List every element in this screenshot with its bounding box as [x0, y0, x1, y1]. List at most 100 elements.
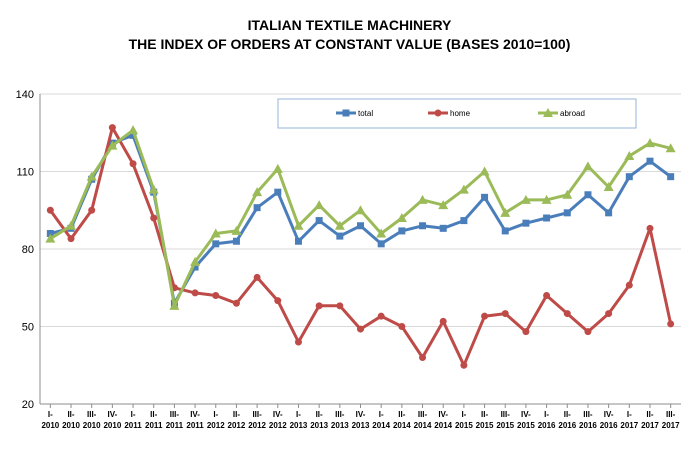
- data-point-abroad: [500, 207, 511, 217]
- data-point-total: [274, 188, 282, 196]
- legend-label: abroad: [560, 109, 585, 118]
- x-tick-label-year: 2014: [434, 421, 452, 430]
- x-tick-label-year: 2015: [455, 421, 473, 430]
- data-point-abroad: [210, 228, 221, 238]
- x-tick-label: III- 2017: [662, 410, 680, 430]
- x-tick-label: III- 2016: [579, 410, 597, 430]
- legend-swatch-marker: [543, 108, 553, 117]
- data-point-abroad: [272, 163, 283, 173]
- data-point-home: [274, 297, 282, 305]
- series: [45, 124, 676, 369]
- data-point-abroad: [541, 194, 552, 204]
- data-point-total: [315, 217, 323, 225]
- x-tick-label-year: 2015: [517, 421, 535, 430]
- x-tick-label: IV- 2013: [352, 410, 370, 430]
- x-tick-label-year: 2015: [476, 421, 494, 430]
- x-tick-label-year: 2017: [662, 421, 680, 430]
- x-tick-label-year: 2016: [558, 421, 576, 430]
- data-point-home: [336, 302, 344, 310]
- x-tick-label-year: 2012: [207, 421, 225, 430]
- data-point-home: [419, 354, 427, 361]
- data-point-abroad: [66, 220, 77, 230]
- x-tick-label: II- 2015: [476, 410, 494, 430]
- data-point-home: [460, 361, 468, 369]
- data-point-total: [543, 214, 551, 222]
- legend-label: home: [450, 109, 471, 118]
- data-point-total: [439, 224, 447, 232]
- x-tick-label-year: 2011: [145, 421, 163, 430]
- data-point-total: [46, 230, 54, 237]
- x-tick-label: IV- 2014: [434, 410, 452, 430]
- x-tick-label: IV- 2015: [517, 410, 535, 430]
- data-point-home: [501, 310, 509, 318]
- data-point-home: [646, 224, 654, 232]
- data-point-abroad: [438, 200, 449, 210]
- data-point-total: [398, 227, 406, 235]
- data-point-home: [625, 281, 633, 289]
- x-tick-label-quarter: IV-: [273, 410, 283, 419]
- data-point-abroad: [417, 194, 428, 204]
- x-tick-label: I- 2016: [538, 410, 556, 430]
- x-tick-label-year: 2016: [538, 421, 556, 430]
- x-tick-label: I- 2013: [290, 410, 308, 430]
- y-tick-label: 20: [22, 399, 34, 411]
- x-tick-label-quarter: IV-: [604, 410, 614, 419]
- x-tick-label: I- 2012: [207, 410, 225, 430]
- data-point-abroad: [86, 171, 97, 181]
- data-point-total: [419, 222, 427, 230]
- data-point-home: [605, 310, 613, 318]
- x-tick-label-quarter: III-: [501, 410, 511, 419]
- data-point-abroad: [148, 184, 159, 194]
- data-point-total: [522, 219, 530, 227]
- x-tick-label-quarter: II-: [646, 410, 653, 419]
- x-tick-label: I- 2014: [372, 410, 390, 430]
- x-tick-label-quarter: III-: [583, 410, 593, 419]
- x-tick-label: I- 2017: [620, 410, 638, 430]
- data-point-home: [253, 273, 261, 281]
- x-tick-label: II- 2016: [558, 410, 576, 430]
- y-tick-label: 80: [22, 244, 34, 256]
- data-point-home: [315, 302, 323, 310]
- x-tick-label: II- 2011: [145, 410, 163, 430]
- axes: 20 50 80 110 140 I- 2010 II- 2010 III- 2010 IV- 2010…: [16, 89, 681, 430]
- data-point-abroad: [293, 220, 304, 230]
- x-tick-label-year: 2014: [393, 421, 411, 430]
- x-tick-label: II- 2017: [641, 410, 659, 430]
- x-tick-label-quarter: I-: [213, 410, 218, 419]
- x-tick-label: II- 2013: [310, 410, 328, 430]
- data-point-total: [129, 131, 137, 139]
- x-tick-label-year: 2013: [290, 421, 308, 430]
- data-point-home: [481, 312, 489, 320]
- data-point-abroad: [520, 194, 531, 204]
- data-point-abroad: [479, 166, 490, 176]
- x-tick-label-year: 2015: [496, 421, 514, 430]
- legend-item-home: home: [428, 109, 471, 118]
- legend: total home abroad: [277, 98, 637, 129]
- data-point-home: [439, 317, 447, 325]
- x-tick-label-quarter: I-: [461, 410, 466, 419]
- data-point-total: [460, 217, 468, 225]
- x-tick-label-quarter: III-: [666, 410, 676, 419]
- legend-label: total: [358, 109, 373, 118]
- y-tick-label: 50: [22, 322, 34, 334]
- data-point-home: [212, 292, 220, 299]
- x-tick-label-year: 2011: [124, 421, 142, 430]
- data-point-home: [667, 320, 675, 328]
- x-tick-label-year: 2016: [579, 421, 597, 430]
- data-point-home: [563, 310, 571, 318]
- x-tick-label-year: 2017: [641, 421, 659, 430]
- x-tick-label-quarter: I-: [379, 410, 384, 419]
- x-tick-label-quarter: IV-: [107, 410, 117, 419]
- x-tick-label-quarter: I-: [48, 410, 53, 419]
- x-tick-label-quarter: I-: [296, 410, 301, 419]
- x-tick-label-quarter: III-: [335, 410, 345, 419]
- x-tick-label: II- 2014: [393, 410, 411, 430]
- x-tick-label-quarter: III-: [170, 410, 180, 419]
- data-point-abroad: [396, 213, 407, 222]
- x-tick-label-quarter: II-: [398, 410, 405, 419]
- x-tick-label-year: 2017: [620, 421, 638, 430]
- data-point-abroad: [603, 182, 614, 191]
- x-tick-label-year: 2010: [41, 421, 59, 430]
- x-tick-label-quarter: II-: [564, 410, 571, 419]
